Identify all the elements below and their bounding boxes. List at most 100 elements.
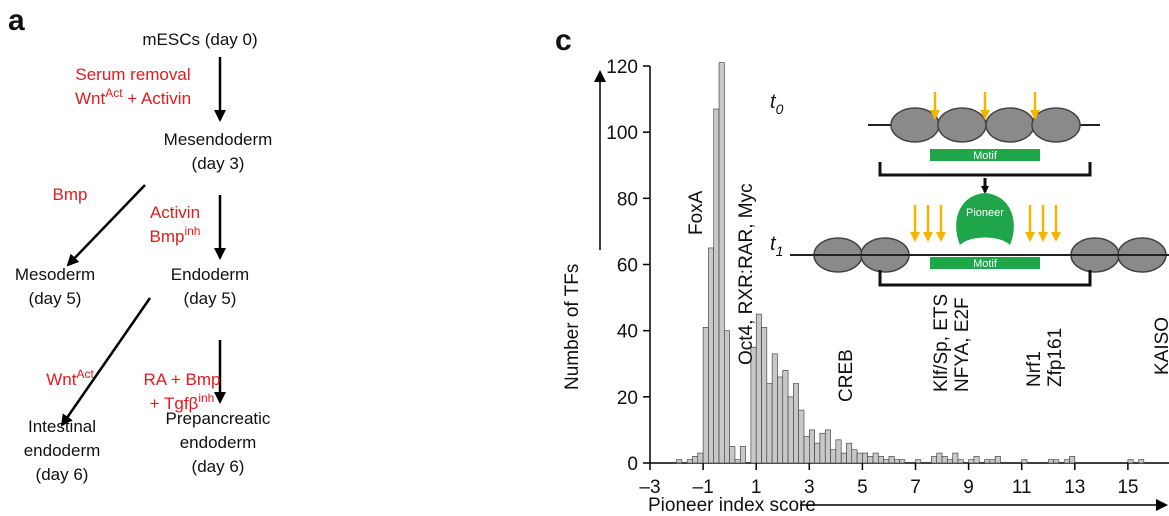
bar bbox=[968, 459, 975, 464]
annotation: Klf/Sp, ETS bbox=[931, 294, 952, 392]
stage-label: endoderm bbox=[180, 433, 257, 452]
annotation: Zfp161 bbox=[1045, 328, 1066, 387]
x-tick-label: 13 bbox=[1064, 477, 1085, 498]
subscript: 1 bbox=[776, 243, 784, 259]
motif-label: Motif bbox=[973, 150, 998, 162]
stage-label: (day 3) bbox=[192, 154, 245, 173]
pioneer-factor bbox=[956, 193, 1014, 245]
bar bbox=[734, 459, 741, 464]
y-tick-label: 40 bbox=[617, 322, 638, 343]
bar bbox=[862, 452, 869, 464]
bar bbox=[915, 459, 922, 464]
y-tick-label: 20 bbox=[617, 388, 638, 409]
nucleosomes bbox=[813, 107, 1167, 273]
x-axis-label: Pioneer index score bbox=[648, 495, 816, 516]
stage-label: mESCs (day 0) bbox=[142, 30, 257, 49]
bar bbox=[947, 459, 953, 464]
x-tick-label: –3 bbox=[639, 477, 660, 498]
bar bbox=[893, 459, 900, 464]
bar bbox=[936, 452, 943, 464]
motif-box bbox=[930, 149, 1040, 161]
stage-label: Prepancreatic bbox=[166, 409, 271, 428]
bar bbox=[931, 456, 938, 464]
x-tick-label: 5 bbox=[857, 477, 868, 498]
stage-label: Mesendoderm bbox=[164, 130, 273, 149]
condition-label: Activin bbox=[150, 203, 200, 222]
accessibility-arrows bbox=[910, 92, 1061, 242]
bar bbox=[692, 456, 699, 464]
bar bbox=[708, 247, 715, 464]
bar bbox=[686, 459, 693, 464]
panel-label: c bbox=[555, 24, 572, 57]
x-tick-label: 3 bbox=[804, 477, 815, 498]
bar bbox=[819, 432, 826, 464]
bar bbox=[835, 439, 842, 464]
flow-arrows bbox=[60, 57, 226, 427]
y-tick-label: 0 bbox=[627, 454, 638, 475]
bar bbox=[793, 383, 799, 464]
superscript: inh bbox=[184, 224, 200, 238]
bracket bbox=[878, 270, 1092, 287]
bar bbox=[808, 429, 815, 464]
superscript: Act bbox=[105, 86, 123, 100]
bar bbox=[830, 449, 837, 464]
t1-label: t1 bbox=[770, 233, 783, 259]
x-tick-label: 9 bbox=[963, 477, 974, 498]
nucleosome bbox=[985, 107, 1035, 143]
y-tick-label: 120 bbox=[606, 57, 638, 78]
subscript: 0 bbox=[776, 101, 784, 117]
bar bbox=[989, 459, 996, 464]
t0-label: t0 bbox=[770, 91, 784, 117]
bar bbox=[1069, 456, 1076, 464]
bar bbox=[899, 459, 906, 464]
text-part: + Activin bbox=[123, 89, 192, 108]
bar bbox=[1047, 459, 1054, 464]
stage-label: Mesoderm bbox=[15, 265, 95, 284]
bar bbox=[787, 396, 794, 464]
arrow bbox=[66, 184, 146, 267]
bar bbox=[941, 456, 948, 464]
bracket bbox=[878, 162, 1092, 177]
text-part: Bmp bbox=[53, 185, 88, 204]
bar bbox=[771, 353, 778, 464]
bar bbox=[994, 456, 1001, 464]
panel-label: a bbox=[8, 4, 25, 37]
condition-label: Bmp bbox=[53, 185, 88, 204]
nucleosome bbox=[1031, 107, 1081, 143]
stage-label: endoderm bbox=[24, 441, 101, 460]
x-tick-label: 15 bbox=[1117, 477, 1138, 498]
bar bbox=[1053, 459, 1060, 464]
y-tick-label: 80 bbox=[617, 189, 638, 210]
stage-label: (day 6) bbox=[36, 465, 89, 484]
bar bbox=[952, 452, 959, 464]
condition-label: + Tgfβinh bbox=[150, 391, 215, 413]
stage-label: Intestinal bbox=[28, 417, 96, 436]
y-tick-label: 100 bbox=[606, 123, 638, 144]
motif-box bbox=[930, 257, 1040, 269]
bar bbox=[718, 62, 725, 464]
bar bbox=[984, 459, 991, 464]
bar bbox=[729, 446, 736, 464]
x-tick-label: 7 bbox=[910, 477, 921, 498]
motif-label: Motif bbox=[973, 258, 998, 270]
condition-label: Serum removal bbox=[75, 65, 190, 84]
bar bbox=[739, 446, 746, 464]
superscript: inh bbox=[198, 391, 214, 405]
bar bbox=[777, 376, 784, 464]
text-part: Serum removal bbox=[75, 65, 190, 84]
annotation: Nrf1 bbox=[1024, 351, 1045, 387]
x-tick-label: 11 bbox=[1012, 477, 1032, 498]
bar bbox=[973, 456, 980, 464]
bar bbox=[798, 409, 805, 464]
bar bbox=[676, 459, 683, 464]
bar bbox=[846, 442, 853, 464]
text-part: RA + Bmp bbox=[143, 370, 220, 389]
text-part: Wnt bbox=[46, 370, 77, 389]
bar bbox=[803, 436, 810, 464]
condition-label: WntAct + Activin bbox=[75, 86, 191, 108]
bar bbox=[888, 456, 895, 464]
stage-label: (day 6) bbox=[192, 457, 245, 476]
bar bbox=[814, 442, 821, 464]
annotation: NFYA, E2F bbox=[952, 297, 973, 392]
bar bbox=[697, 452, 704, 464]
